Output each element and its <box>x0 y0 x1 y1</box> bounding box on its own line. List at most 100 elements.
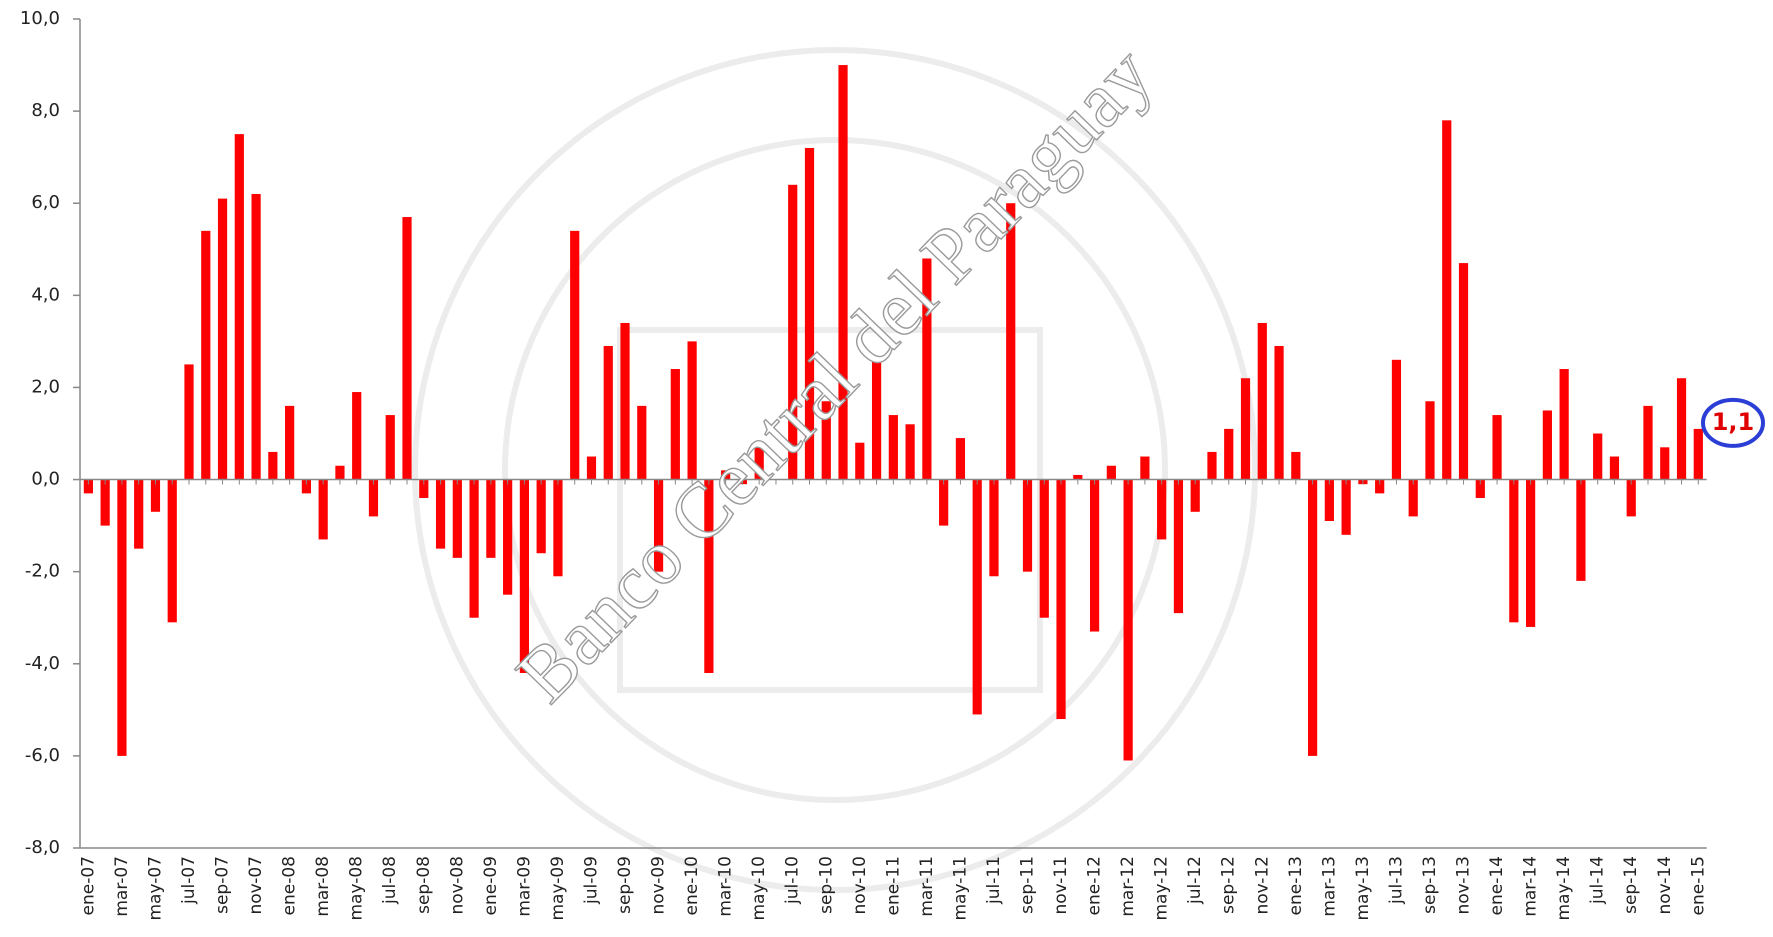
bar <box>1207 451 1217 480</box>
x-tick-label: mar-11 <box>917 856 937 917</box>
bar <box>1324 479 1334 522</box>
bar <box>385 415 395 480</box>
x-tick-label: ene-13 <box>1286 856 1306 915</box>
bar <box>838 65 848 480</box>
x-tick-label: ene-11 <box>883 856 903 915</box>
x-tick-label: mar-13 <box>1319 856 1339 917</box>
y-tick-label: 10,0 <box>20 8 60 29</box>
bar <box>1089 479 1100 632</box>
x-tick-label: nov-09 <box>649 856 669 915</box>
x-tick-label: ene-12 <box>1085 856 1105 915</box>
annotation-label: 1,1 <box>1712 408 1755 436</box>
bar <box>939 479 949 526</box>
bar <box>201 230 211 480</box>
bar <box>1442 120 1452 480</box>
bar <box>452 479 462 558</box>
x-tick-label: jul-07 <box>179 856 199 905</box>
bar <box>603 345 613 480</box>
bar <box>1039 479 1049 618</box>
y-tick-label: 2,0 <box>31 376 60 397</box>
x-tick-label: ene-10 <box>682 856 702 915</box>
x-tick-label: ene-08 <box>280 856 300 915</box>
bar <box>519 479 530 673</box>
bar <box>1006 203 1016 480</box>
bar <box>1609 456 1620 480</box>
bar <box>1157 479 1167 540</box>
y-tick-label: -8,0 <box>25 837 60 858</box>
y-tick-label: 4,0 <box>31 284 60 305</box>
x-tick-label: jul-09 <box>581 856 601 905</box>
bar <box>184 364 194 480</box>
bar <box>134 479 144 549</box>
bar <box>1643 405 1653 480</box>
bar <box>1475 479 1485 498</box>
bar <box>1140 456 1150 480</box>
x-tick-label: mar-07 <box>112 856 132 917</box>
bar <box>1492 415 1502 480</box>
bar <box>503 479 513 595</box>
x-tick-label: sep-09 <box>615 856 635 914</box>
bar <box>1676 378 1687 480</box>
bar <box>922 258 932 480</box>
bar <box>1408 479 1418 517</box>
bar <box>1291 451 1301 480</box>
bar <box>570 230 580 480</box>
x-tick-label: mar-10 <box>716 856 736 917</box>
x-tick-label: may-14 <box>1554 856 1574 921</box>
bar <box>368 479 379 517</box>
x-tick-label: ene-09 <box>481 856 501 915</box>
bar <box>1660 447 1670 480</box>
x-tick-label: ene-07 <box>78 856 98 915</box>
x-tick-label: mar-14 <box>1521 856 1541 917</box>
x-tick-label: nov-13 <box>1454 856 1474 915</box>
bar <box>1626 479 1636 517</box>
bar <box>553 479 563 577</box>
x-tick-label: ene-14 <box>1487 856 1507 915</box>
bar <box>905 424 915 480</box>
bar <box>1056 479 1066 720</box>
x-tick-label: jul-13 <box>1386 856 1406 905</box>
x-tick-label: may-07 <box>145 856 165 921</box>
bar <box>469 479 479 618</box>
x-tick-label: sep-11 <box>1018 856 1038 914</box>
bar <box>687 341 697 480</box>
bar <box>1173 479 1184 614</box>
bar <box>100 479 110 526</box>
y-tick-label: 6,0 <box>31 192 60 213</box>
x-tick-label: nov-08 <box>447 856 467 915</box>
bar <box>1257 322 1267 480</box>
bar <box>486 479 496 558</box>
bar <box>1240 378 1251 480</box>
bar <box>83 479 93 494</box>
bar <box>301 479 311 494</box>
bar <box>435 479 446 549</box>
bar <box>1542 410 1552 480</box>
bar <box>1106 465 1116 480</box>
bar <box>536 479 546 554</box>
bar <box>871 359 882 480</box>
x-tick-label: may-11 <box>950 856 970 921</box>
bar <box>217 198 228 480</box>
y-tick-label: 8,0 <box>31 100 60 121</box>
x-tick-label: mar-12 <box>1118 856 1138 917</box>
bar <box>637 405 647 480</box>
bar <box>620 322 630 480</box>
bar <box>972 479 982 715</box>
x-tick-label: sep-13 <box>1420 856 1440 914</box>
bar <box>1073 474 1083 480</box>
bar <box>1526 479 1536 627</box>
bar <box>704 479 714 673</box>
x-tick-label: nov-11 <box>1051 856 1071 915</box>
bar <box>670 369 680 480</box>
x-tick-label: nov-12 <box>1252 856 1272 915</box>
bar <box>1274 345 1284 480</box>
bar <box>1375 479 1385 494</box>
bar <box>989 479 999 577</box>
bar <box>754 442 764 480</box>
bar <box>1593 433 1603 480</box>
bar <box>1190 479 1200 512</box>
bar <box>268 451 278 480</box>
x-tick-label: sep-12 <box>1219 856 1239 914</box>
bar <box>1693 428 1703 480</box>
bar <box>1123 479 1133 761</box>
